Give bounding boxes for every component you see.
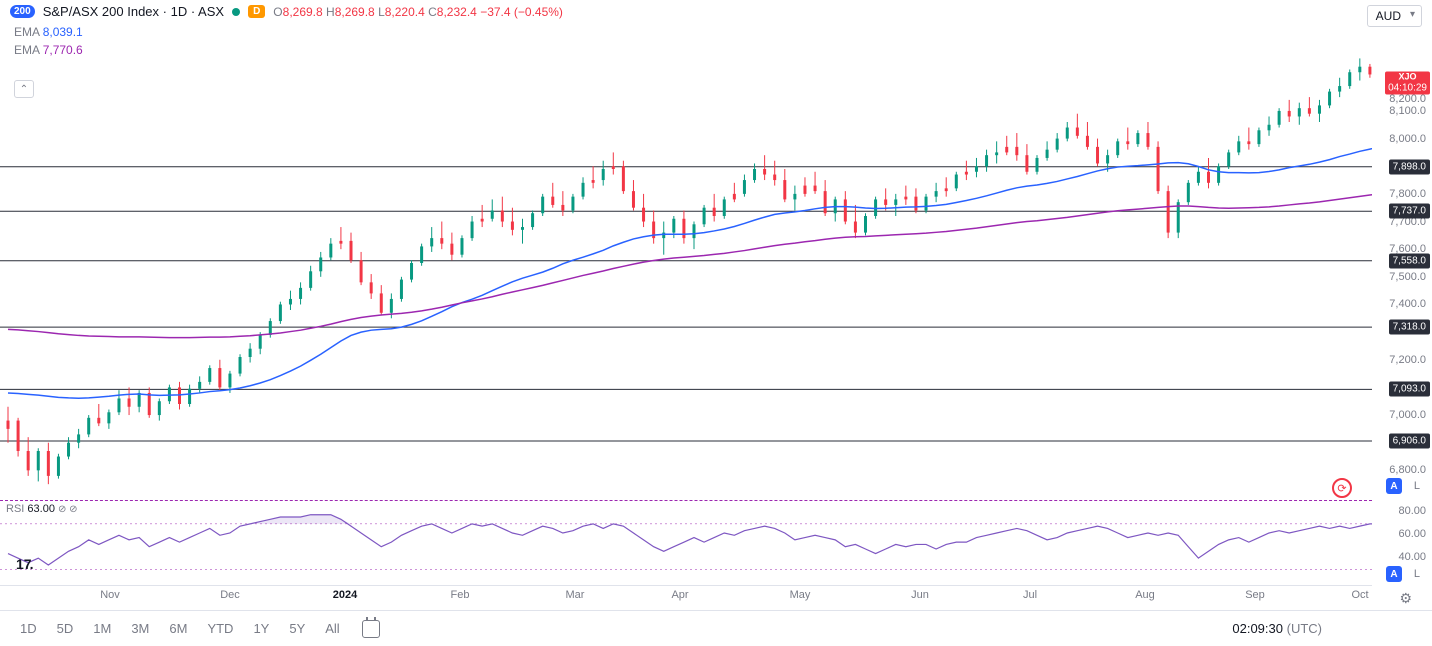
timeframe-YTD[interactable]: YTD xyxy=(201,617,239,640)
log-label-rsi[interactable]: L xyxy=(1414,568,1420,580)
price-chart[interactable] xyxy=(0,28,1372,498)
rsi-axis: 40.0060.0080.00 xyxy=(1372,500,1432,580)
symbol-title[interactable]: S&P/ASX 200 Index · 1D · ASX xyxy=(43,4,224,19)
interval-badge[interactable]: D xyxy=(248,5,265,18)
calendar-icon[interactable] xyxy=(362,620,380,638)
symbol-badge: 200 xyxy=(10,5,35,18)
rsi-chart[interactable]: RSI 63.00 ⊘ ⊘ 17. xyxy=(0,500,1372,580)
ohlc-readout: O8,269.8 H8,269.8 L8,220.4 C8,232.4 −37.… xyxy=(273,5,563,19)
timeframe-1M[interactable]: 1M xyxy=(87,617,117,640)
footer-bar: 1D5D1M3M6MYTD1Y5YAll 02:09:30 (UTC) xyxy=(0,610,1432,646)
axis-settings-icon[interactable]: ⚙ xyxy=(1399,590,1412,607)
timeframe-3M[interactable]: 3M xyxy=(125,617,155,640)
timeframe-buttons: 1D5D1M3M6MYTD1Y5YAll xyxy=(14,621,354,636)
log-label-price[interactable]: L xyxy=(1414,480,1420,492)
refresh-icon[interactable]: ⟳ xyxy=(1332,478,1352,498)
auto-badge-rsi[interactable]: A xyxy=(1386,566,1402,582)
timeframe-All[interactable]: All xyxy=(319,617,345,640)
chart-header: 200 S&P/ASX 200 Index · 1D · ASX D O8,26… xyxy=(0,0,1432,23)
market-status-dot xyxy=(232,8,240,16)
price-axis[interactable]: 6,800.06,900.07,000.07,100.07,200.07,400… xyxy=(1372,28,1432,498)
tradingview-logo-icon: 17. xyxy=(16,556,33,572)
timeframe-1Y[interactable]: 1Y xyxy=(247,617,275,640)
timeframe-5Y[interactable]: 5Y xyxy=(283,617,311,640)
timeframe-5D[interactable]: 5D xyxy=(51,617,80,640)
clock: 02:09:30 (UTC) xyxy=(1232,621,1322,636)
time-axis[interactable]: NovDec2024FebMarAprMayJunJulAugSepOct xyxy=(0,585,1372,605)
timeframe-6M[interactable]: 6M xyxy=(163,617,193,640)
timeframe-1D[interactable]: 1D xyxy=(14,617,43,640)
currency-select[interactable]: AUD xyxy=(1367,5,1422,27)
auto-badge-price[interactable]: A xyxy=(1386,478,1402,494)
